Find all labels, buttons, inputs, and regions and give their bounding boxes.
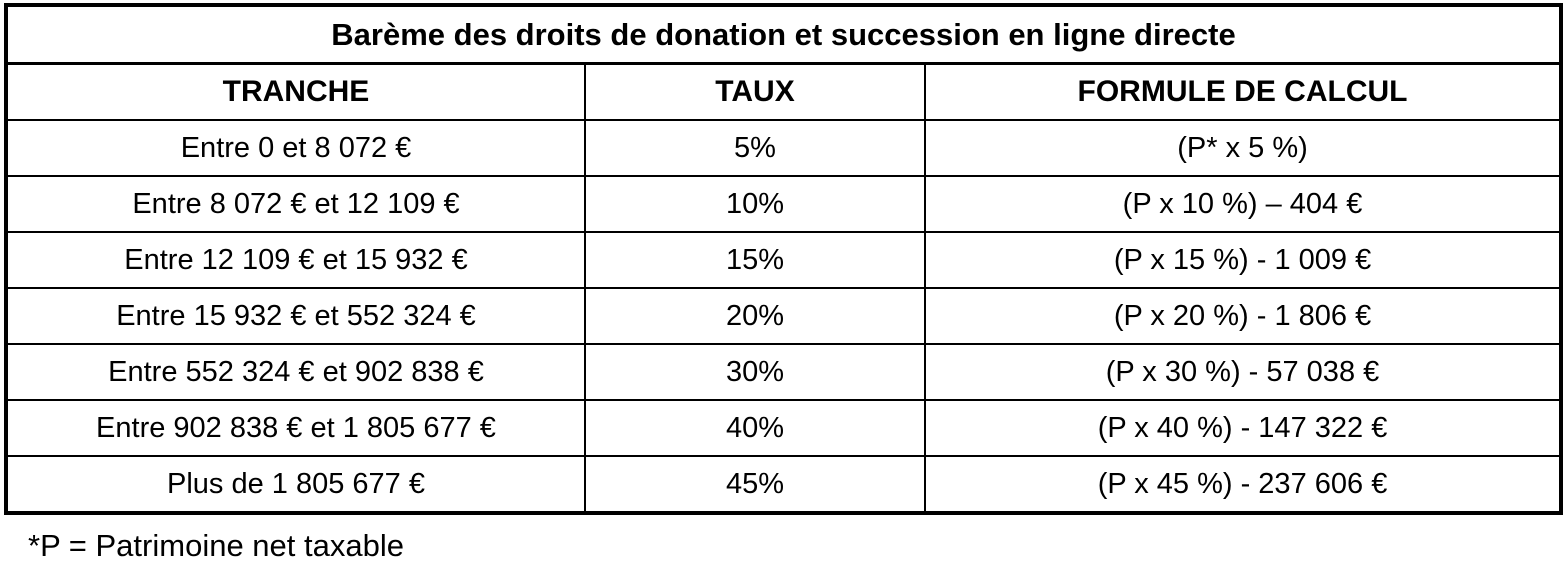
- taux-cell: 40%: [584, 399, 926, 457]
- table-row: Entre 15 932 € et 552 324 € 20% (P x 20 …: [5, 287, 1563, 345]
- tranche-cell: Entre 902 838 € et 1 805 677 €: [5, 399, 586, 457]
- column-header-taux: TAUX: [584, 62, 926, 121]
- bareme-table: Barème des droits de donation et success…: [4, 3, 1564, 515]
- column-header-tranche: TRANCHE: [5, 62, 586, 121]
- taux-cell: 30%: [584, 343, 926, 401]
- formule-cell: (P x 40 %) - 147 322 €: [923, 399, 1563, 457]
- formule-cell: (P x 10 %) – 404 €: [923, 175, 1563, 233]
- taux-cell: 45%: [584, 455, 926, 514]
- taux-cell: 20%: [584, 287, 926, 345]
- column-header-formule: FORMULE DE CALCUL: [923, 62, 1563, 121]
- formule-cell: (P x 30 %) - 57 038 €: [923, 343, 1563, 401]
- taux-cell: 15%: [584, 231, 926, 289]
- tranche-cell: Entre 15 932 € et 552 324 €: [5, 287, 586, 345]
- footnote: *P = Patrimoine net taxable: [28, 528, 404, 563]
- tranche-cell: Entre 12 109 € et 15 932 €: [5, 231, 586, 289]
- taux-cell: 10%: [584, 175, 926, 233]
- taux-cell: 5%: [584, 119, 926, 177]
- tranche-cell: Entre 552 324 € et 902 838 €: [5, 343, 586, 401]
- table-row: Entre 0 et 8 072 € 5% (P* x 5 %): [5, 119, 1563, 177]
- table-row: Entre 8 072 € et 12 109 € 10% (P x 10 %)…: [5, 175, 1563, 233]
- formule-cell: (P x 15 %) - 1 009 €: [923, 231, 1563, 289]
- formule-cell: (P x 45 %) - 237 606 €: [923, 455, 1563, 514]
- table-row: Plus de 1 805 677 € 45% (P x 45 %) - 237…: [5, 455, 1563, 514]
- header-row: TRANCHE TAUX FORMULE DE CALCUL: [5, 62, 1563, 121]
- table-row: Entre 12 109 € et 15 932 € 15% (P x 15 %…: [5, 231, 1563, 289]
- tranche-cell: Entre 8 072 € et 12 109 €: [5, 175, 586, 233]
- table-title: Barème des droits de donation et success…: [4, 4, 1563, 65]
- tranche-cell: Plus de 1 805 677 €: [5, 455, 586, 514]
- table-row: Entre 552 324 € et 902 838 € 30% (P x 30…: [5, 343, 1563, 401]
- formule-cell: (P x 20 %) - 1 806 €: [923, 287, 1563, 345]
- tranche-cell: Entre 0 et 8 072 €: [5, 119, 586, 177]
- table-row: Entre 902 838 € et 1 805 677 € 40% (P x …: [5, 399, 1563, 457]
- title-row: Barème des droits de donation et success…: [4, 4, 1563, 65]
- formule-cell: (P* x 5 %): [923, 119, 1563, 177]
